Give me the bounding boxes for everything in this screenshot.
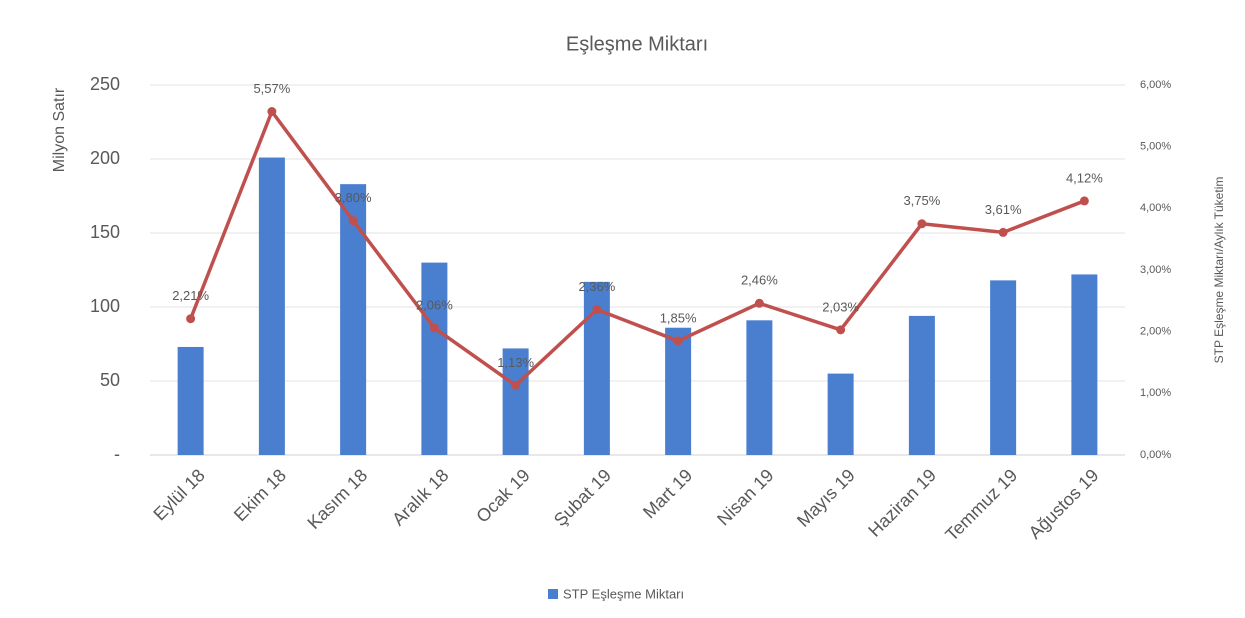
line-point — [429, 323, 439, 333]
data-label: 2,36% — [578, 279, 615, 294]
bar — [258, 157, 285, 455]
y2-tick-label: 2,00% — [1140, 326, 1171, 338]
bar — [177, 346, 204, 455]
y-tick-label: - — [114, 444, 120, 464]
chart-title: Eşleşme Miktarı — [566, 33, 708, 55]
x-tick-label: Nisan 19 — [713, 465, 777, 529]
line-point — [1079, 196, 1089, 206]
bar — [665, 327, 692, 455]
data-label: 3,80% — [335, 190, 372, 205]
bar — [746, 320, 773, 455]
line-point — [917, 219, 927, 229]
legend-swatch — [548, 589, 558, 599]
bar — [827, 373, 854, 455]
y2-tick-label: 3,00% — [1140, 264, 1171, 276]
x-tick-label: Kasım 18 — [303, 465, 371, 533]
line-point — [754, 298, 764, 308]
data-label: 3,75% — [903, 193, 940, 208]
x-tick-label: Temmuz 19 — [941, 465, 1021, 545]
line-point — [348, 216, 358, 226]
line-point — [998, 227, 1008, 237]
bar — [908, 315, 935, 455]
y2-tick-label: 6,00% — [1140, 79, 1171, 91]
y2-tick-label: 5,00% — [1140, 141, 1171, 153]
y2-tick-label: 0,00% — [1140, 449, 1171, 461]
data-label: 2,21% — [172, 288, 209, 303]
y2-tick-label: 1,00% — [1140, 387, 1171, 399]
y-tick-label: 200 — [90, 148, 120, 168]
data-label: 4,12% — [1066, 170, 1103, 185]
y-tick-label: 250 — [90, 74, 120, 94]
bar — [990, 280, 1017, 455]
line-point — [511, 380, 521, 390]
y2-axis-title: STP Eşleşme Miktarı/Aylık Tüketim — [1212, 177, 1226, 364]
bar — [1071, 274, 1098, 455]
line-point — [267, 107, 277, 117]
x-tick-label: Mayıs 19 — [793, 465, 859, 531]
x-tick-label: Ağustos 19 — [1025, 465, 1103, 543]
data-label: 5,57% — [253, 81, 290, 96]
data-label: 1,13% — [497, 355, 534, 370]
bar — [502, 348, 529, 455]
y-tick-label: 150 — [90, 222, 120, 242]
y-tick-label: 50 — [100, 370, 120, 390]
data-label: 3,61% — [985, 202, 1022, 217]
y-axis-title: Milyon Satır — [51, 87, 68, 172]
x-tick-label: Mart 19 — [639, 465, 696, 522]
x-tick-label: Aralık 18 — [388, 465, 452, 529]
x-tick-label: Haziran 19 — [864, 465, 940, 541]
x-tick-label: Ekim 18 — [230, 465, 290, 525]
data-label: 2,06% — [416, 297, 453, 312]
y2-tick-label: 4,00% — [1140, 202, 1171, 214]
x-tick-label: Eylül 18 — [149, 465, 208, 524]
line-point — [673, 336, 683, 346]
data-label: 2,03% — [822, 299, 859, 314]
line-point — [186, 314, 196, 324]
bar — [421, 262, 448, 455]
line — [188, 107, 1086, 388]
x-tick-label: Şubat 19 — [550, 465, 615, 530]
legend-label: STP Eşleşme Miktarı — [563, 586, 684, 601]
data-label: 1,85% — [660, 310, 697, 325]
x-tick-label: Ocak 19 — [472, 465, 534, 527]
line-point — [836, 325, 846, 335]
data-label: 2,46% — [741, 273, 778, 288]
y-tick-label: 100 — [90, 296, 120, 316]
line-point — [592, 304, 602, 314]
